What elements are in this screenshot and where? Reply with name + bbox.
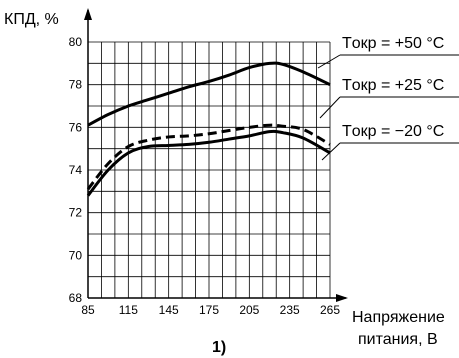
x-axis-title-line2: питания, В bbox=[358, 331, 438, 348]
y-tick-label: 68 bbox=[69, 291, 83, 305]
x-tick-label: 175 bbox=[199, 303, 219, 317]
y-tick-label: 80 bbox=[69, 35, 83, 49]
y-axis-arrow bbox=[84, 8, 92, 20]
x-tick-label: 265 bbox=[320, 303, 340, 317]
series-label-plus-50: Tокр = +50 °C bbox=[342, 35, 444, 52]
x-tick-label: 115 bbox=[119, 303, 138, 317]
x-axis-arrow bbox=[336, 294, 348, 302]
y-tick-label: 76 bbox=[69, 120, 83, 134]
series-line-minus-20 bbox=[86, 129, 331, 197]
chart-subtitle: 1) bbox=[212, 339, 226, 356]
y-tick-label: 72 bbox=[69, 206, 83, 220]
label-leader-line bbox=[317, 54, 341, 69]
series-line-plus-25 bbox=[86, 123, 331, 191]
x-tick-label: 205 bbox=[239, 303, 259, 317]
chart-grid bbox=[87, 41, 331, 299]
x-tick-label: 235 bbox=[280, 303, 300, 317]
x-axis-title-line1: Напряжение bbox=[352, 309, 445, 326]
y-tick-label: 78 bbox=[69, 78, 83, 92]
y-tick-label: 70 bbox=[69, 248, 83, 262]
y-axis-title: КПД, % bbox=[4, 11, 59, 28]
series-label-minus-20: Tокр = −20 °C bbox=[342, 123, 444, 140]
y-tick-label: 74 bbox=[69, 163, 83, 177]
label-leader-line bbox=[321, 142, 341, 161]
x-tick-label: 85 bbox=[81, 303, 95, 317]
chart-axes bbox=[84, 8, 348, 302]
series-line-plus-50 bbox=[87, 61, 331, 127]
x-tick-label: 145 bbox=[159, 303, 179, 317]
series-label-callouts: Tокр = +50 °C Tокр = +25 °C Tокр = −20 °C bbox=[317, 35, 459, 161]
y-tick-labels: 68 70 72 74 76 78 80 bbox=[69, 35, 83, 305]
chart-series bbox=[86, 61, 331, 197]
label-leader-line bbox=[319, 96, 341, 119]
series-label-plus-25: Tокр = +25 °C bbox=[342, 77, 444, 94]
x-tick-labels: 85 115 145 175 205 235 265 bbox=[81, 303, 340, 317]
